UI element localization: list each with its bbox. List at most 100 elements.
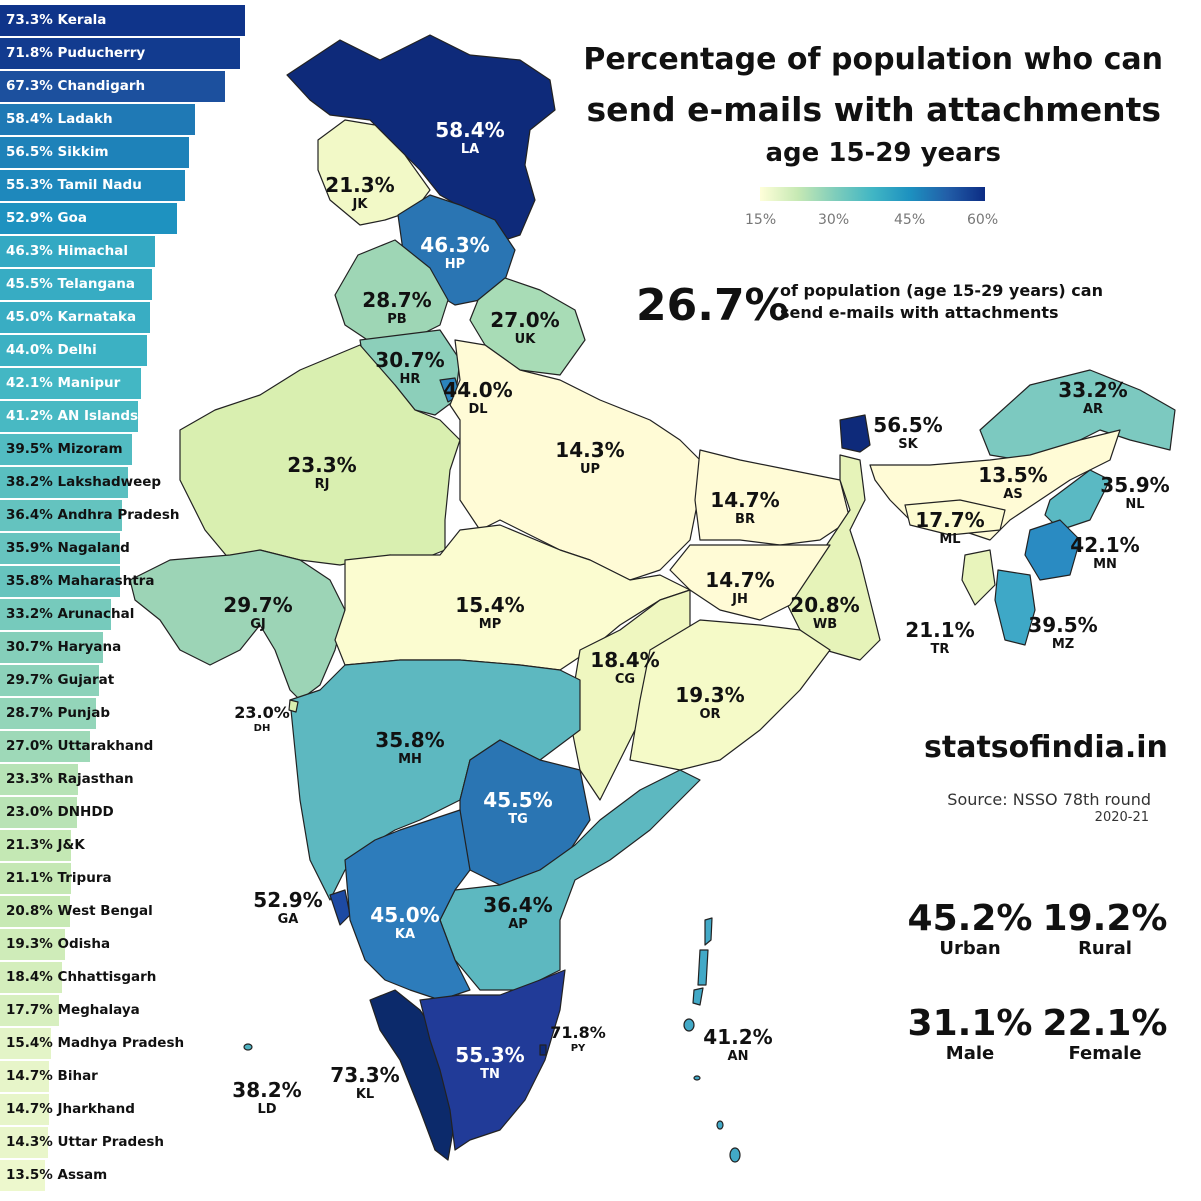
bar-label: 19.3% Odisha bbox=[6, 936, 111, 952]
map-label-code: PY bbox=[570, 1043, 586, 1054]
bar-label: 23.3% Rajasthan bbox=[6, 771, 134, 787]
map-label-code: AS bbox=[1003, 487, 1023, 502]
bar-label: 23.0% DNHDD bbox=[6, 804, 114, 820]
map-label-br: 14.7% BR bbox=[695, 490, 795, 526]
map-label-la: 58.4% LA bbox=[420, 120, 520, 156]
bar-label: 30.7% Haryana bbox=[6, 639, 122, 655]
map-label-code: KL bbox=[355, 1087, 375, 1102]
bar-meghalaya: 17.7% Meghalaya bbox=[0, 995, 140, 1026]
bar-label: 36.4% Andhra Pradesh bbox=[6, 507, 180, 523]
region-LD bbox=[243, 1043, 253, 1051]
map-label-value: 36.4% bbox=[483, 893, 553, 917]
map-label-code: CG bbox=[614, 672, 636, 687]
map-label-code: RJ bbox=[314, 477, 330, 492]
map-label-value: 15.4% bbox=[455, 593, 525, 617]
overall-description-line2: send e-mails with attachments bbox=[780, 303, 1059, 322]
map-label-value: 56.5% bbox=[873, 413, 943, 437]
map-label-value: 44.0% bbox=[443, 378, 513, 402]
bar-maharashtra: 35.8% Maharashtra bbox=[0, 566, 154, 597]
bar-label: 14.7% Bihar bbox=[6, 1068, 98, 1084]
map-label-value: 42.1% bbox=[1070, 533, 1140, 557]
region-UK bbox=[469, 277, 586, 376]
map-label-value: 45.0% bbox=[370, 903, 440, 927]
map-label-value: 71.8% bbox=[550, 1023, 606, 1042]
bar-label: 17.7% Meghalaya bbox=[6, 1002, 140, 1018]
map-label-value: 14.7% bbox=[710, 488, 780, 512]
bar-label: 14.3% Uttar Pradesh bbox=[6, 1134, 164, 1150]
bar-punjab: 28.7% Punjab bbox=[0, 698, 110, 729]
region-NL bbox=[1044, 469, 1111, 531]
region-SK bbox=[839, 414, 871, 453]
map-label-code: OR bbox=[699, 707, 721, 722]
map-label-mp: 15.4% MP bbox=[440, 595, 540, 631]
map-label-ka: 45.0% KA bbox=[355, 905, 455, 941]
male-label: Male bbox=[945, 1043, 995, 1064]
map-label-code: PB bbox=[387, 312, 407, 327]
map-label-jk: 21.3% JK bbox=[310, 175, 410, 211]
source-year: 2020-21 bbox=[1094, 810, 1149, 825]
bar-label: 18.4% Chhattisgarh bbox=[6, 969, 157, 985]
bar-arunachal: 33.2% Arunachal bbox=[0, 599, 134, 630]
region-TR bbox=[961, 549, 996, 606]
map-label-an: 41.2% AN bbox=[688, 1027, 788, 1063]
map-label-value: 52.9% bbox=[253, 888, 323, 912]
bar-label: 13.5% Assam bbox=[6, 1167, 108, 1183]
map-label-code: WB bbox=[812, 617, 838, 632]
map-label-value: 20.8% bbox=[790, 593, 860, 617]
map-label-code: MH bbox=[398, 752, 422, 767]
bar-telangana: 45.5% Telangana bbox=[0, 269, 152, 300]
map-label-cg: 18.4% CG bbox=[575, 650, 675, 686]
legend-tick-60: 60% bbox=[967, 212, 999, 228]
bar-label: 58.4% Ladakh bbox=[6, 111, 113, 127]
map-label-or: 19.3% OR bbox=[660, 685, 760, 721]
region-PY bbox=[539, 1044, 547, 1056]
map-label-ap: 36.4% AP bbox=[468, 895, 568, 931]
bar-label: 67.3% Chandigarh bbox=[6, 78, 146, 94]
bar-andhra-pradesh: 36.4% Andhra Pradesh bbox=[0, 500, 179, 531]
map-label-code: GA bbox=[277, 912, 299, 927]
bar-jharkhand: 14.7% Jharkhand bbox=[0, 1094, 135, 1125]
region-OR bbox=[629, 619, 831, 771]
map-label-value: 13.5% bbox=[978, 463, 1048, 487]
bar-karnataka: 45.0% Karnataka bbox=[0, 302, 150, 333]
region-MN bbox=[1024, 519, 1081, 581]
map-label-code: UK bbox=[514, 332, 536, 347]
bar-label: 71.8% Puducherry bbox=[6, 45, 146, 61]
map-label-code: NL bbox=[1125, 497, 1145, 512]
map-label-pb: 28.7% PB bbox=[347, 290, 447, 326]
map-label-nl: 35.9% NL bbox=[1085, 475, 1185, 511]
map-label-tg: 45.5% TG bbox=[468, 790, 568, 826]
map-label-tr: 21.1% TR bbox=[890, 620, 990, 656]
map-label-hp: 46.3% HP bbox=[405, 235, 505, 271]
map-label-sk: 56.5% SK bbox=[858, 415, 958, 451]
map-label-code: ML bbox=[939, 532, 961, 547]
bar-label: 44.0% Delhi bbox=[6, 342, 97, 358]
bar-tamil-nadu: 55.3% Tamil Nadu bbox=[0, 170, 185, 201]
bar-lakshadweep: 38.2% Lakshadweep bbox=[0, 467, 161, 498]
map-label-mn: 42.1% MN bbox=[1055, 535, 1155, 571]
bar-sikkim: 56.5% Sikkim bbox=[0, 137, 189, 168]
bar-label: 52.9% Goa bbox=[6, 210, 87, 226]
map-label-value: 21.1% bbox=[905, 618, 975, 642]
bar-label: 29.7% Gujarat bbox=[6, 672, 115, 688]
map-label-code: SK bbox=[898, 437, 918, 452]
urban-label: Urban bbox=[939, 938, 1001, 959]
map-label-code: BR bbox=[735, 512, 755, 527]
bar-himachal: 46.3% Himachal bbox=[0, 236, 155, 267]
bar-mizoram: 39.5% Mizoram bbox=[0, 434, 132, 465]
map-label-code: LA bbox=[460, 142, 480, 157]
legend-tick-30: 30% bbox=[818, 212, 850, 228]
bar-label: 27.0% Uttarakhand bbox=[6, 738, 154, 754]
map-label-value: 27.0% bbox=[490, 308, 560, 332]
bar-label: 21.3% J&K bbox=[6, 837, 85, 853]
bar-label: 21.1% Tripura bbox=[6, 870, 112, 886]
bar-bihar: 14.7% Bihar bbox=[0, 1061, 98, 1092]
bar-chandigarh: 67.3% Chandigarh bbox=[0, 71, 225, 102]
map-label-value: 35.8% bbox=[375, 728, 445, 752]
map-label-rj: 23.3% RJ bbox=[272, 455, 372, 491]
map-label-value: 38.2% bbox=[232, 1078, 302, 1102]
bar-label: 35.9% Nagaland bbox=[6, 540, 130, 556]
bar-haryana: 30.7% Haryana bbox=[0, 632, 121, 663]
bar-label: 28.7% Punjab bbox=[6, 705, 111, 721]
